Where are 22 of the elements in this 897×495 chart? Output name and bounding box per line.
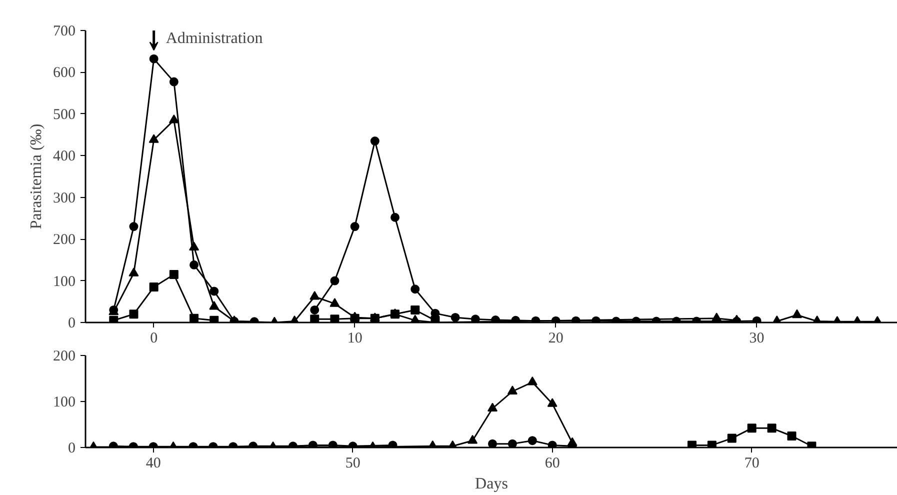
y-axis-title: Parasitemia (‰) (28, 124, 45, 230)
y-tick-label: 100 (53, 394, 76, 410)
y-tick-label: 0 (68, 440, 76, 456)
y-tick-label: 500 (53, 106, 76, 123)
x-tick-label: 70 (744, 456, 760, 472)
x-tick-label: 30 (749, 330, 764, 346)
y-tick-label: 200 (53, 232, 76, 248)
y-tick-label: 300 (53, 190, 76, 206)
x-tick-label: 60 (544, 456, 560, 472)
y-tick-label: 200 (53, 348, 76, 364)
y-tick-label: 700 (53, 24, 76, 40)
y-tick-label: 0 (68, 316, 76, 332)
y-tick-label: 100 (53, 274, 76, 290)
x-tick-label: 20 (548, 330, 564, 346)
annotation: Administration (166, 30, 263, 47)
x-axis-title: Days (475, 476, 508, 492)
y-tick-label: 600 (53, 65, 76, 82)
x-tick-label: 10 (347, 330, 362, 346)
x-tick-label: 40 (146, 456, 161, 472)
x-tick-label: 0 (150, 330, 158, 346)
x-tick-label: 50 (345, 456, 360, 472)
y-tick-label: 400 (53, 148, 76, 165)
